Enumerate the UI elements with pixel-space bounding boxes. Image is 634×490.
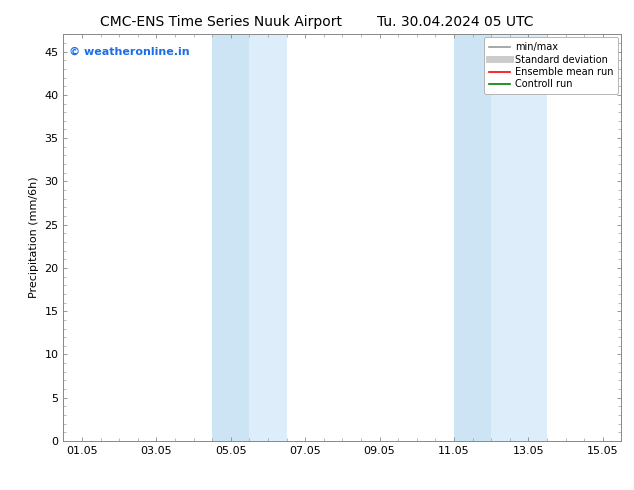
Bar [491,34,547,441]
Y-axis label: Precipitation (mm/6h): Precipitation (mm/6h) [29,177,39,298]
Text: CMC-ENS Time Series Nuuk Airport        Tu. 30.04.2024 05 UTC: CMC-ENS Time Series Nuuk Airport Tu. 30.… [100,15,534,29]
Text: © weatheronline.in: © weatheronline.in [69,47,190,56]
Bar [249,34,287,441]
Legend: min/max, Standard deviation, Ensemble mean run, Controll run: min/max, Standard deviation, Ensemble me… [484,37,618,94]
Bar [454,34,491,441]
Bar [212,34,249,441]
